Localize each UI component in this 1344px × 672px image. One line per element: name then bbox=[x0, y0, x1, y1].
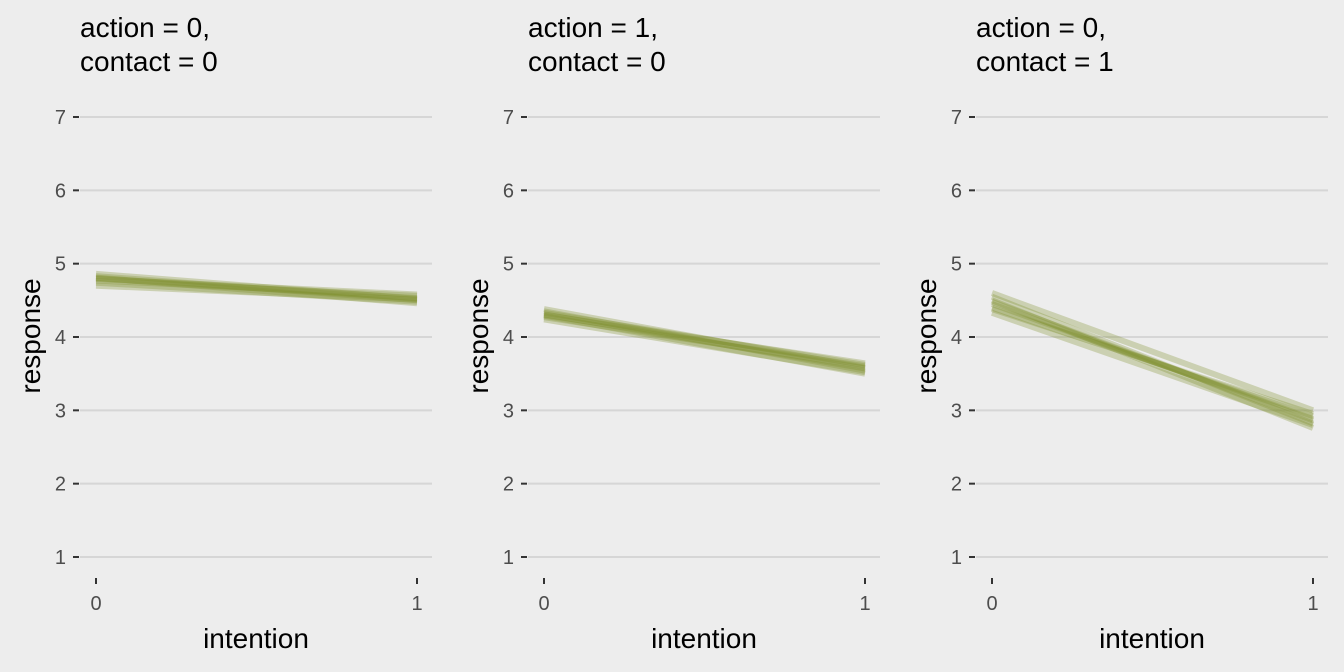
x-tick-label: 1 bbox=[411, 593, 422, 615]
x-axis-title: intention bbox=[651, 623, 757, 654]
x-tick-label: 0 bbox=[90, 593, 101, 615]
y-axis: 1 2 3 4 5 6 7 bbox=[503, 107, 527, 569]
panel-data-lines bbox=[543, 306, 866, 377]
panel-grid-lines bbox=[528, 116, 880, 558]
posterior-line bbox=[543, 312, 866, 377]
posterior-line bbox=[991, 304, 1314, 420]
y-tick-label: 6 bbox=[503, 180, 514, 202]
panel-title-line-1: action = 0, bbox=[976, 12, 1106, 43]
panel-data-lines bbox=[95, 270, 418, 307]
posterior-line bbox=[543, 316, 866, 376]
x-tick-label: 1 bbox=[859, 593, 870, 615]
x-tick-label: 0 bbox=[538, 593, 549, 615]
posterior-line bbox=[990, 293, 1315, 427]
posterior-line bbox=[95, 277, 418, 299]
y-tick-label: 4 bbox=[55, 327, 66, 349]
posterior-line bbox=[543, 314, 866, 370]
y-tick-label: 2 bbox=[55, 474, 66, 496]
y-tick-label: 5 bbox=[951, 254, 962, 276]
y-tick-label: 7 bbox=[951, 107, 962, 129]
posterior-line bbox=[95, 282, 418, 303]
posterior-line bbox=[991, 309, 1314, 428]
posterior-line bbox=[95, 270, 418, 302]
x-tick-label: 0 bbox=[986, 593, 997, 615]
y-axis-title: response bbox=[15, 278, 46, 393]
posterior-line bbox=[95, 274, 418, 307]
posterior-line bbox=[95, 279, 418, 305]
y-tick-label: 5 bbox=[55, 254, 66, 276]
y-tick-label: 5 bbox=[503, 254, 514, 276]
y-axis-title: response bbox=[911, 278, 942, 393]
y-axis-title: response bbox=[463, 278, 494, 393]
y-tick-label: 6 bbox=[55, 180, 66, 202]
y-tick-label: 2 bbox=[951, 474, 962, 496]
panel-title-line-2: contact = 0 bbox=[80, 46, 218, 77]
y-tick-label: 4 bbox=[951, 327, 962, 349]
y-tick-label: 3 bbox=[951, 400, 962, 422]
x-tick-label: 1 bbox=[1307, 593, 1318, 615]
posterior-line bbox=[543, 308, 866, 374]
panel-data-lines bbox=[990, 290, 1315, 431]
posterior-line bbox=[543, 306, 866, 371]
posterior-line bbox=[543, 309, 866, 368]
posterior-line bbox=[990, 297, 1315, 431]
panel-grid-lines bbox=[976, 116, 1328, 558]
y-tick-label: 4 bbox=[503, 327, 514, 349]
y-tick-label: 3 bbox=[503, 400, 514, 422]
x-axis-title: intention bbox=[1099, 623, 1205, 654]
y-tick-label: 7 bbox=[55, 107, 66, 129]
posterior-line bbox=[95, 276, 418, 298]
y-axis: 1 2 3 4 5 6 7 bbox=[55, 107, 79, 569]
y-tick-label: 2 bbox=[503, 474, 514, 496]
y-tick-label: 1 bbox=[503, 547, 514, 569]
y-tick-label: 1 bbox=[951, 547, 962, 569]
posterior-line bbox=[990, 298, 1315, 424]
panel-title-line-2: contact = 0 bbox=[528, 46, 666, 77]
x-axis-title: intention bbox=[203, 623, 309, 654]
y-axis: 1 2 3 4 5 6 7 bbox=[951, 107, 975, 569]
panel-title-line-2: contact = 1 bbox=[976, 46, 1114, 77]
posterior-line bbox=[95, 275, 418, 302]
y-tick-label: 3 bbox=[55, 400, 66, 422]
posterior-line bbox=[543, 311, 866, 372]
panel-title-line-1: action = 0, bbox=[80, 12, 210, 43]
y-tick-label: 6 bbox=[951, 180, 962, 202]
posterior-line bbox=[990, 301, 1315, 422]
y-tick-label: 7 bbox=[503, 107, 514, 129]
posterior-line bbox=[543, 312, 866, 367]
panel-grid-lines bbox=[80, 116, 432, 558]
posterior-line bbox=[95, 273, 418, 304]
panel-title-line-1: action = 1, bbox=[528, 12, 658, 43]
posterior-line bbox=[990, 290, 1315, 414]
y-tick-label: 1 bbox=[55, 547, 66, 569]
posterior-line bbox=[991, 306, 1314, 417]
